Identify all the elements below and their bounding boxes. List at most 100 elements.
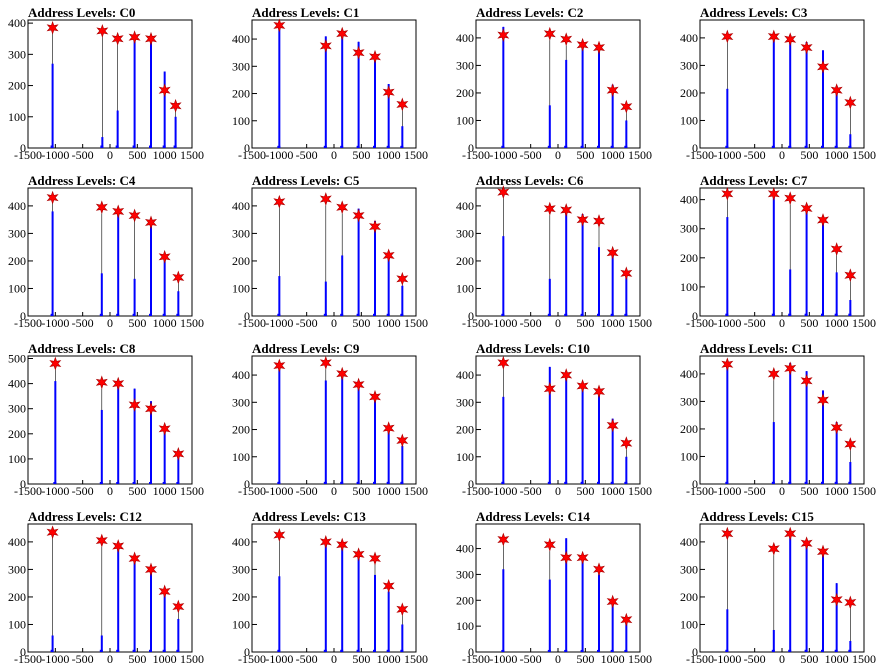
x-tick-label: 500 — [352, 316, 370, 330]
x-tick-label: 0 — [107, 316, 113, 330]
x-tick-label: -500 — [744, 652, 766, 666]
peak-marker — [830, 242, 843, 257]
y-tick-label: 200 — [8, 79, 26, 93]
histogram-bar-base — [277, 481, 281, 484]
histogram-bar-base — [501, 313, 505, 316]
panel-title: Address Levels: C8 — [28, 341, 136, 356]
y-tick-label: 400 — [8, 199, 26, 213]
histogram-bar-base — [597, 481, 600, 484]
histogram-bar-base — [356, 313, 360, 316]
x-tick-label: 1000 — [153, 148, 177, 162]
histogram-bar-base — [564, 313, 568, 316]
x-tick-label: -1500 — [686, 316, 714, 330]
peak-marker — [369, 551, 381, 566]
panel-title: Address Levels: C15 — [700, 509, 814, 524]
plot-frame — [251, 19, 417, 149]
x-tick-label: -500 — [296, 484, 318, 498]
y-tick-label: 100 — [232, 281, 250, 295]
histogram-bar — [598, 574, 600, 652]
y-tick-label: 400 — [232, 199, 250, 213]
histogram-bar-base — [356, 145, 360, 148]
x-tick-label: 1000 — [825, 484, 849, 498]
y-tick-label: 500 — [8, 352, 26, 366]
histogram-bar — [100, 635, 103, 652]
y-tick-label: 100 — [680, 113, 698, 127]
y-tick-label: 0 — [20, 141, 26, 155]
histogram-bar — [133, 561, 136, 652]
histogram-bar — [401, 624, 404, 652]
x-tick-label: 1500 — [180, 148, 204, 162]
y-tick-label: 400 — [456, 368, 474, 382]
x-tick-label: 1000 — [377, 652, 401, 666]
x-tick-label: 1000 — [377, 148, 401, 162]
panel-8: Address Levels: C80100200300400500-1500-… — [8, 341, 204, 498]
histogram-bar — [726, 609, 729, 652]
histogram-bar — [726, 217, 729, 316]
histogram-bar — [163, 594, 166, 652]
plot-frame — [475, 355, 641, 485]
histogram-bar — [116, 110, 119, 148]
peak-marker — [497, 185, 510, 200]
histogram-bar — [387, 591, 390, 652]
histogram-bar-base — [848, 313, 852, 316]
x-tick-label: -1500 — [238, 148, 266, 162]
x-tick-label: 1500 — [852, 148, 876, 162]
histogram-bar — [789, 362, 792, 484]
histogram-bar — [150, 401, 152, 484]
y-tick-label: 300 — [8, 226, 26, 240]
histogram-bar — [849, 461, 852, 484]
x-tick-label: 500 — [576, 148, 594, 162]
panel-11: Address Levels: C11 0 100 200 300 400 -1500 -10… — [680, 341, 876, 498]
histogram-bar-base — [771, 649, 775, 652]
peak-marker — [800, 201, 813, 216]
peak-marker — [111, 31, 124, 46]
histogram-bar-base — [340, 145, 344, 148]
histogram-bar-base — [373, 481, 376, 484]
histogram-bar — [278, 576, 281, 652]
histogram-bar-base — [149, 313, 152, 316]
peak-marker — [396, 602, 409, 617]
x-tick-label: 0 — [331, 316, 337, 330]
x-tick-label: -1000 — [489, 148, 517, 162]
histogram-bar-base — [564, 481, 568, 484]
peak-marker — [800, 373, 813, 388]
histogram-bar — [548, 579, 551, 652]
y-tick-label: 100 — [456, 113, 474, 127]
peak-marker — [336, 200, 349, 215]
histogram-bar-base — [848, 481, 852, 484]
peak-marker — [112, 376, 125, 391]
histogram-bar-base — [597, 313, 600, 316]
y-tick-label: 300 — [232, 395, 250, 409]
peak-marker — [543, 537, 556, 552]
peak-marker — [352, 208, 365, 223]
peak-marker — [145, 401, 157, 416]
peak-marker — [593, 40, 605, 55]
histogram-bar — [341, 373, 344, 484]
histogram-bar-base — [624, 481, 628, 484]
peak-marker — [817, 393, 829, 407]
histogram-bar-base — [132, 481, 136, 484]
x-tick-label: -1500 — [14, 316, 42, 330]
y-tick-label: 400 — [456, 199, 474, 213]
peak-marker — [382, 248, 395, 263]
x-tick-label: 500 — [576, 316, 594, 330]
histogram-bar — [598, 247, 600, 316]
x-tick-label: 0 — [555, 652, 561, 666]
histogram-bar-base — [501, 145, 505, 148]
histogram-bar — [565, 538, 568, 652]
histogram-bar-base — [547, 481, 551, 484]
panel-15: Address Levels: C15 0 100 200 300 400 -1500 -10… — [680, 509, 876, 666]
histogram-bar-base — [400, 313, 404, 316]
panel-title: Address Levels: C5 — [252, 173, 360, 188]
panel-title: Address Levels: C1 — [252, 5, 359, 20]
histogram-bar-base — [373, 313, 376, 316]
histogram-bar-base — [162, 481, 166, 484]
histogram-bar — [502, 396, 505, 484]
histogram-bar — [772, 195, 775, 316]
peak-marker — [606, 594, 619, 609]
x-tick-label: 1500 — [404, 652, 428, 666]
x-tick-label: -500 — [72, 484, 94, 498]
histogram-bar-base — [624, 145, 628, 148]
x-tick-label: 1000 — [153, 316, 177, 330]
peak-marker — [382, 85, 395, 100]
